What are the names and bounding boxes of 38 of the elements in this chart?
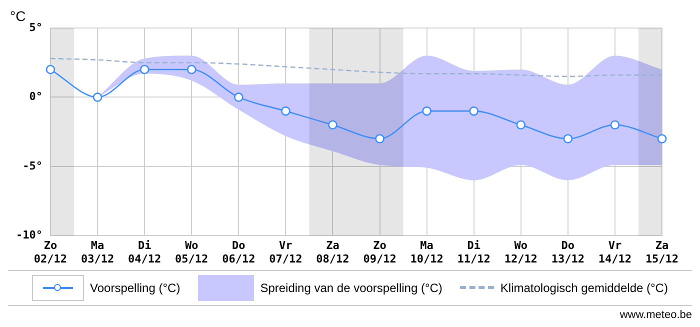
- point: [140, 64, 150, 74]
- x-tick-label: Do 06/12: [222, 239, 256, 266]
- x-tick-label: Wo 05/12: [175, 239, 208, 266]
- legend-label: Klimatologisch gemiddelde (°C): [500, 281, 668, 295]
- x-tick-label: Do 13/12: [551, 239, 584, 266]
- x-tick-label: Wo 12/12: [504, 239, 538, 266]
- x-tick-label: Vr 07/12: [269, 239, 302, 266]
- point: [328, 120, 338, 130]
- x-tick-label: Di 04/12: [128, 239, 162, 266]
- x-tick-label: Zo 09/12: [363, 239, 396, 266]
- y-tick-label: 0°: [29, 90, 42, 104]
- point: [516, 120, 526, 130]
- point: [46, 64, 56, 74]
- y-axis-title: °C: [10, 8, 26, 24]
- legend-label: Voorspelling (°C): [90, 281, 180, 295]
- point: [563, 134, 573, 144]
- point: [92, 92, 102, 102]
- point: [610, 120, 620, 130]
- x-tick-label: Vr 14/12: [598, 239, 632, 266]
- point: [186, 64, 196, 74]
- legend-label: Spreiding van de voorspelling (°C): [260, 281, 442, 295]
- x-tick-label: Di 11/12: [457, 239, 490, 266]
- x-tick-label: Zo 02/12: [34, 239, 68, 266]
- x-tick-label: Ma 03/12: [80, 239, 114, 266]
- x-tick-label: Ma 10/12: [410, 239, 444, 266]
- point: [375, 134, 384, 144]
- point: [234, 92, 244, 102]
- y-tick-label: 5°: [29, 20, 42, 34]
- point: [657, 134, 667, 144]
- x-tick-label: Za 15/12: [645, 239, 679, 266]
- point: [281, 106, 290, 116]
- y-tick-label: -10°: [16, 228, 42, 242]
- text: www.meteo.be: [618, 309, 692, 321]
- point: [422, 106, 432, 116]
- line-series: [50, 58, 663, 78]
- point: [469, 106, 478, 116]
- y-tick-label: -5°: [22, 159, 42, 172]
- x-tick-label: Za 08/12: [316, 239, 350, 266]
